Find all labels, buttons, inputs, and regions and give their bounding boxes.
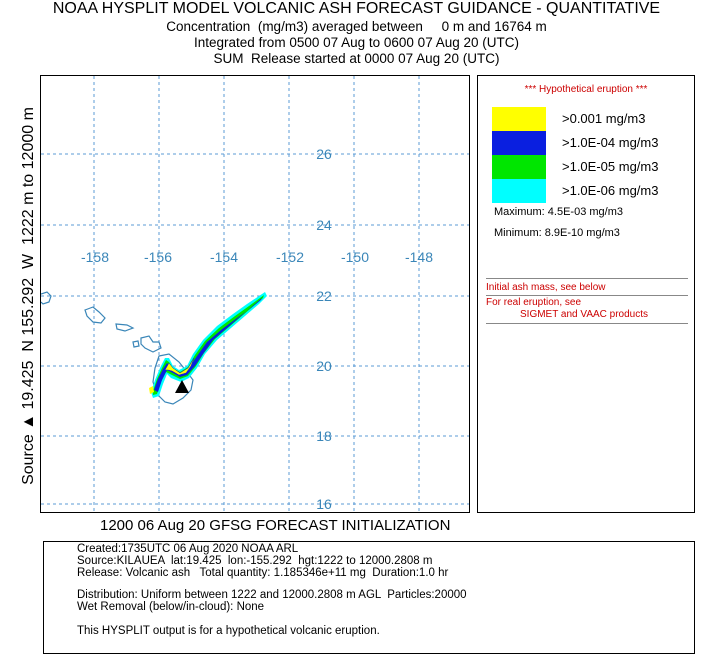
source-side-label: Source ▲ 19.425 N 155.292 W 1222 m to 12… (20, 107, 37, 485)
created-line: Created:1735UTC 06 Aug 2020 NOAA ARL (77, 543, 299, 555)
graticule (41, 76, 469, 512)
disclaimer-line: This HYSPLIT output is for a hypothetica… (77, 625, 380, 637)
subtitle-concentration: Concentration (mg/m3) averaged between 0… (166, 19, 547, 34)
subtitle-integration: Integrated from 0500 07 Aug to 0600 07 A… (194, 35, 519, 50)
run-info-panel: Created:1735UTC 06 Aug 2020 NOAA ARL Sou… (43, 541, 695, 654)
legend-divider (486, 323, 688, 324)
island-oahu (84, 306, 106, 324)
sigmet-vaac-note: SIGMET and VAAC products (520, 309, 649, 320)
minimum-value: Minimum: 8.9E-10 mg/m3 (494, 227, 620, 239)
island-maui (140, 335, 162, 353)
legend-divider (486, 295, 688, 296)
plume-band-yellow (164, 357, 195, 376)
lon-label: -156 (144, 249, 172, 265)
ash-plume (149, 292, 267, 398)
wet-removal-line: Wet Removal (below/in-cloud): None (77, 601, 265, 613)
swatch-level-2 (492, 131, 546, 155)
swatch-level-3 (492, 155, 546, 179)
plume-band-yellow-south (149, 386, 154, 394)
lon-label: -154 (210, 249, 238, 265)
map-panel: -158 -156 -154 -152 -150 -148 26 24 22 2… (40, 75, 470, 513)
maximum-value: Maximum: 4.5E-03 mg/m3 (494, 206, 623, 218)
lat-label: 18 (316, 428, 332, 444)
legend-panel: *** Hypothetical eruption *** >0.001 mg/… (477, 75, 695, 513)
legend-label-level-3: >1.0E-05 mg/m3 (562, 159, 659, 174)
initial-mass-note: Initial ash mass, see below (486, 282, 606, 293)
legend-label-level-1: >0.001 mg/m3 (562, 111, 646, 126)
legend-label-level-2: >1.0E-04 mg/m3 (562, 135, 659, 150)
coastlines (41, 291, 194, 405)
release-line: Release: Volcanic ash Total quantity: 1.… (77, 567, 449, 579)
source-line: Source:KILAUEA lat:19.425 lon:-155.292 h… (77, 555, 433, 567)
hypothetical-note: *** Hypothetical eruption *** (524, 84, 648, 95)
legend-divider (486, 278, 688, 279)
lon-label: -152 (276, 249, 304, 265)
island-molokai (115, 323, 135, 332)
forecast-initialization: 1200 06 Aug 20 GFSG FORECAST INITIALIZAT… (100, 517, 451, 534)
lon-label: -148 (405, 249, 433, 265)
lat-label: 22 (316, 288, 332, 304)
lat-label: 24 (316, 217, 332, 233)
real-eruption-note: For real eruption, see (486, 297, 582, 308)
subtitle-release: SUM Release started at 0000 07 Aug 20 (U… (213, 51, 500, 66)
swatch-level-4 (492, 179, 546, 203)
lon-label: -150 (341, 249, 369, 265)
distribution-line: Distribution: Uniform between 1222 and 1… (77, 589, 467, 601)
swatch-level-1 (492, 107, 546, 131)
lat-label: 20 (316, 358, 332, 374)
legend-label-level-4: >1.0E-06 mg/m3 (562, 183, 659, 198)
lat-label: 26 (316, 146, 332, 162)
island-kauai (41, 291, 52, 305)
island-lanai (132, 340, 140, 348)
lon-label: -158 (81, 249, 109, 265)
triangle-icon (175, 380, 189, 393)
plume-band-blue (154, 298, 262, 392)
island-hawaii (152, 353, 194, 405)
chart-title: NOAA HYSPLIT MODEL VOLCANIC ASH FORECAST… (52, 0, 661, 17)
lat-label: 16 (316, 496, 332, 512)
ash-map: -158 -156 -154 -152 -150 -148 26 24 22 2… (41, 76, 469, 512)
